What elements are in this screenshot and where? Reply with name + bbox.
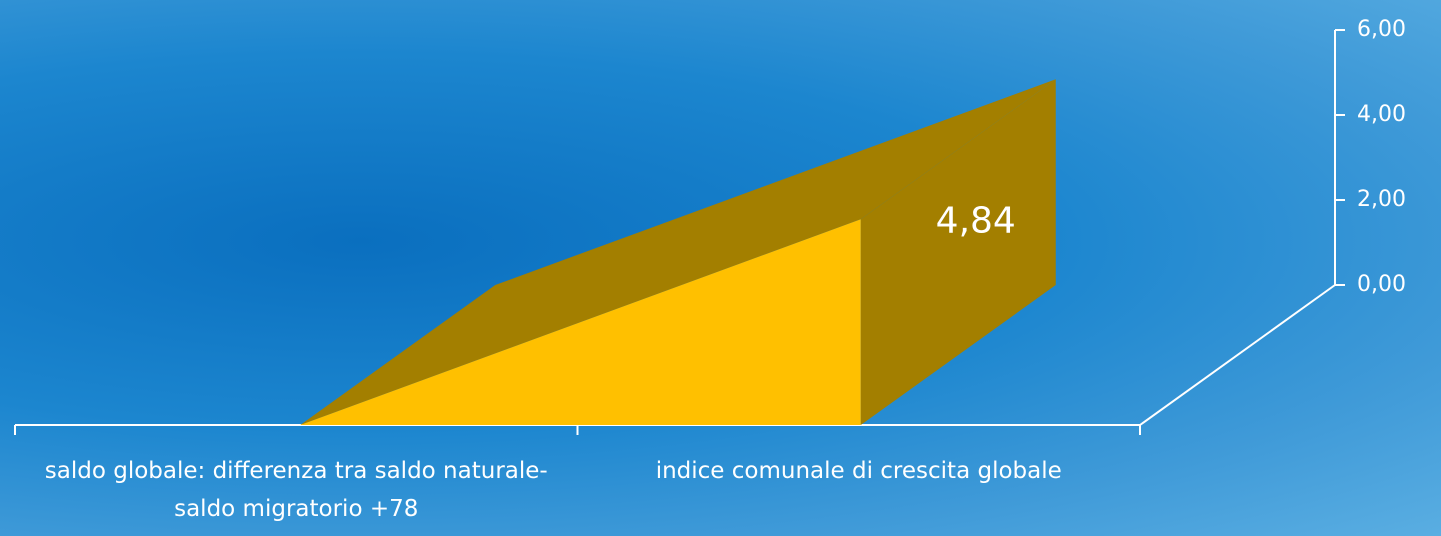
area-top (300, 79, 1056, 426)
y-tick-label: 0,00 (1357, 272, 1406, 297)
depth-axis (1139, 284, 1336, 426)
y-tick-label: 4,00 (1357, 102, 1406, 127)
area-front (300, 219, 861, 425)
x-tick-label: indice comunale di crescita globale (655, 458, 1062, 484)
area-side (860, 79, 1056, 426)
data-label: 4,84 (936, 200, 1016, 241)
x-tick-label: saldo globale: differenza tra saldo natu… (44, 458, 548, 522)
y-tick-label: 6,00 (1357, 17, 1406, 42)
y-tick-label: 2,00 (1357, 187, 1406, 212)
